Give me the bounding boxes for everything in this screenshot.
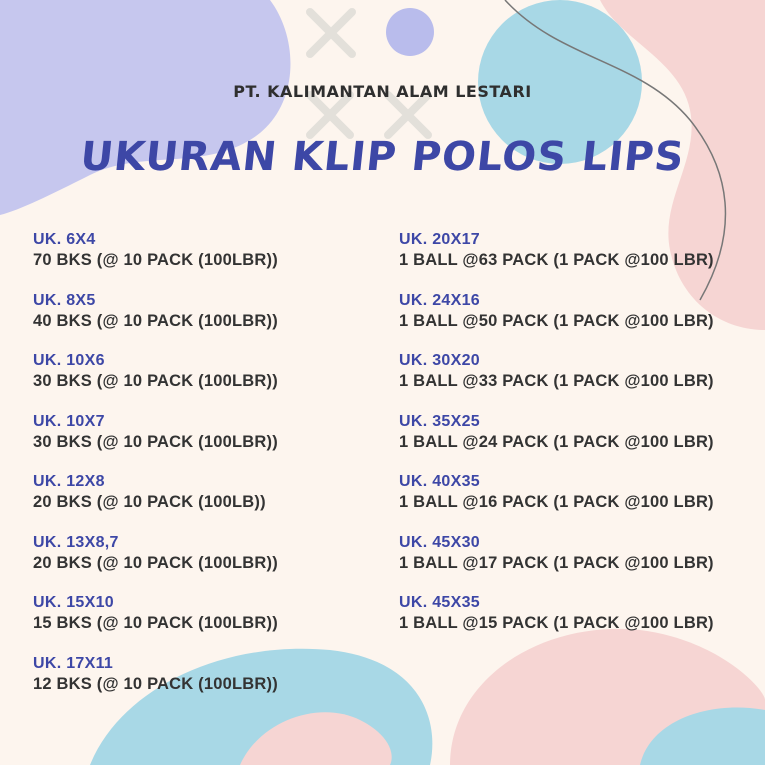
list-item: UK. 45X30 1 BALL @17 PACK (1 PACK @100 LB… [399,533,714,594]
size-label: UK. 10X7 [33,412,105,430]
size-label: UK. 17X11 [33,654,114,672]
list-item: UK. 13X8,7 20 BKS (@ 10 PACK (100LBR)) [33,533,278,594]
list-item: UK. 40X35 1 BALL @16 PACK (1 PACK @100 LB… [399,472,714,533]
packaging-detail: 40 BKS (@ 10 PACK (100LBR)) [33,311,278,330]
list-item: UK. 8X5 40 BKS (@ 10 PACK (100LBR)) [33,291,278,352]
size-label: UK. 8X5 [33,291,96,309]
packaging-detail: 30 BKS (@ 10 PACK (100LBR)) [33,372,278,390]
packaging-detail: 1 BALL @15 PACK (1 PACK @100 LBR) [399,614,714,632]
packaging-detail: 70 BKS (@ 10 PACK (100LBR)) [33,251,278,269]
packaging-detail: 1 BALL @33 PACK (1 PACK @100 LBR) [399,372,714,390]
size-label: UK. 24X16 [399,291,480,309]
right-size-list: UK. 20X17 1 BALL @63 PACK (1 PACK @100 LB… [399,230,714,654]
size-label: UK. 15X10 [33,594,114,611]
small-lavender-circle [386,8,434,56]
size-label: UK. 20X17 [399,231,480,248]
packaging-detail: 1 BALL @63 PACK (1 PACK @100 LBR) [399,251,714,269]
company-name: PT. KALIMANTAN ALAM LESTARI [233,82,532,101]
size-label: UK. 40X35 [399,473,480,490]
packaging-detail: 1 BALL @50 PACK (1 PACK @100 LBR) [399,311,714,330]
pink-blob [600,0,765,330]
cross-icon [306,8,432,139]
left-size-list: UK. 6X4 70 BKS (@ 10 PACK (100LBR)) UK. 8X… [33,230,278,714]
sky-blob-corner [640,707,765,765]
list-item: UK. 12X8 20 BKS (@ 10 PACK (100LB)) [33,472,278,533]
size-label: UK. 35X25 [399,412,480,430]
pink-blob-bottom [240,712,392,765]
sky-circle [478,0,642,164]
packaging-detail: 1 BALL @24 PACK (1 PACK @100 LBR) [399,432,714,451]
page-title: UKURAN KLIP POLOS LIPS [78,134,687,180]
packaging-detail: 12 BKS (@ 10 PACK (100LBR)) [33,674,278,693]
list-item: UK. 17X11 12 BKS (@ 10 PACK (100LBR)) [33,654,278,715]
list-item: UK. 30X20 1 BALL @33 PACK (1 PACK @100 LB… [399,351,714,412]
size-label: UK. 12X8 [33,473,105,490]
list-item: UK. 6X4 70 BKS (@ 10 PACK (100LBR)) [33,230,278,291]
lavender-blob [0,0,291,215]
list-item: UK. 15X10 15 BKS (@ 10 PACK (100LBR)) [33,593,278,654]
size-label: UK. 30X20 [399,352,480,369]
size-label: UK. 6X4 [33,231,96,248]
list-item: UK. 35X25 1 BALL @24 PACK (1 PACK @100 LB… [399,412,714,473]
list-item: UK. 45X35 1 BALL @15 PACK (1 PACK @100 LB… [399,593,714,654]
packaging-detail: 15 BKS (@ 10 PACK (100LBR)) [33,614,278,632]
size-label: UK. 13X8,7 [33,533,119,551]
list-item: UK. 10X7 30 BKS (@ 10 PACK (100LBR)) [33,412,278,473]
list-item: UK. 10X6 30 BKS (@ 10 PACK (100LBR)) [33,351,278,412]
size-label: UK. 10X6 [33,352,105,369]
line-curve [504,0,727,301]
packaging-detail: 1 BALL @17 PACK (1 PACK @100 LBR) [399,553,714,572]
size-label: UK. 45X30 [399,533,480,551]
list-item: UK. 20X17 1 BALL @63 PACK (1 PACK @100 LB… [399,230,714,291]
packaging-detail: 20 BKS (@ 10 PACK (100LB)) [33,493,266,511]
packaging-detail: 20 BKS (@ 10 PACK (100LBR)) [33,553,278,572]
packaging-detail: 30 BKS (@ 10 PACK (100LBR)) [33,432,278,451]
size-label: UK. 45X35 [399,594,480,611]
list-item: UK. 24X16 1 BALL @50 PACK (1 PACK @100 LB… [399,291,714,352]
packaging-detail: 1 BALL @16 PACK (1 PACK @100 LBR) [399,493,714,511]
